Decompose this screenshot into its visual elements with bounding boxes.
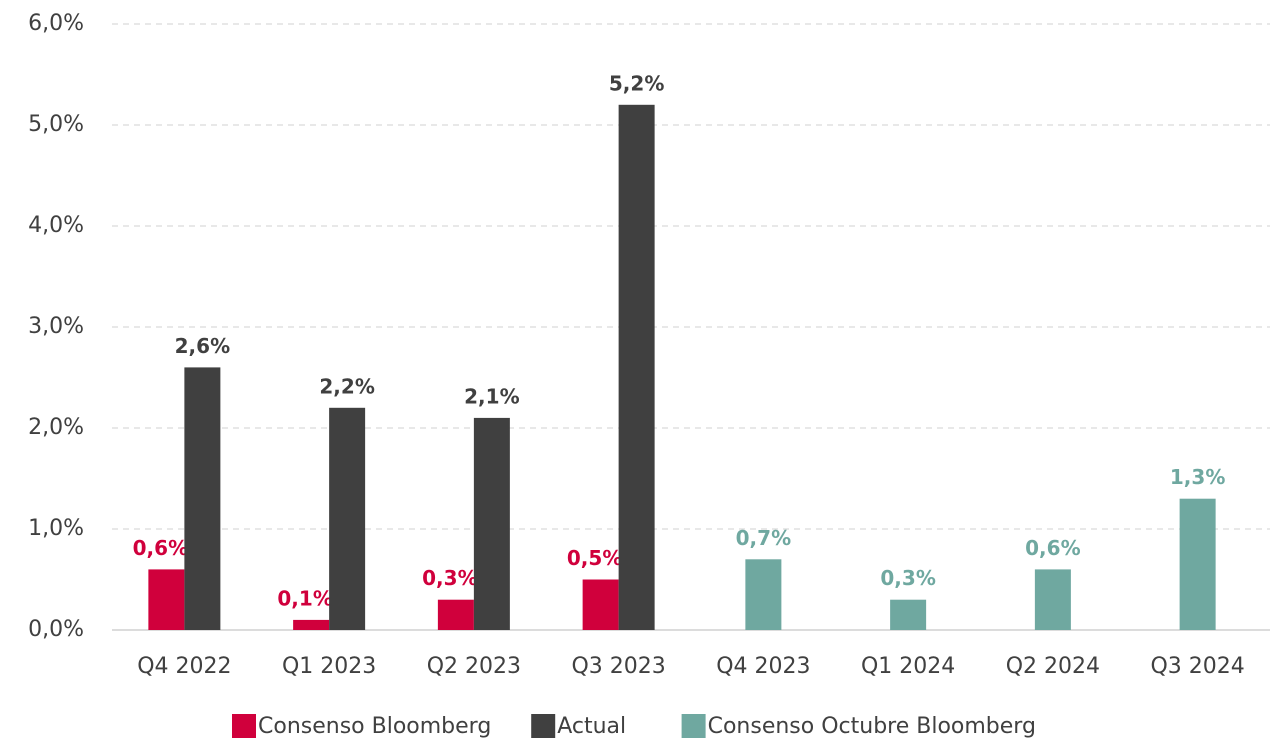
bar bbox=[582, 579, 619, 630]
data-label: 5,2% bbox=[609, 71, 664, 95]
y-tick-label: 4,0% bbox=[28, 213, 84, 238]
data-label: 0,3% bbox=[422, 566, 477, 590]
y-tick-label: 6,0% bbox=[28, 11, 84, 36]
legend-swatch bbox=[681, 714, 706, 738]
data-label: 0,3% bbox=[880, 566, 935, 590]
bar bbox=[148, 569, 185, 630]
data-label: 0,6% bbox=[1025, 536, 1080, 560]
y-tick-label: 5,0% bbox=[28, 112, 84, 137]
x-tick-label: Q3 2024 bbox=[1150, 654, 1244, 679]
legend-swatch bbox=[531, 714, 556, 738]
x-tick-label: Q1 2023 bbox=[282, 654, 376, 679]
x-tick-label: Q1 2024 bbox=[861, 654, 955, 679]
legend-label: Consenso Octubre Bloomberg bbox=[708, 714, 1036, 739]
bar bbox=[1034, 569, 1071, 630]
bar bbox=[437, 599, 474, 630]
bar bbox=[293, 619, 330, 630]
bar bbox=[473, 417, 510, 630]
data-label: 2,2% bbox=[319, 374, 374, 398]
legend-label: Actual bbox=[557, 714, 626, 739]
bar bbox=[890, 599, 927, 630]
bar bbox=[1179, 498, 1216, 630]
x-tick-label: Q2 2024 bbox=[1006, 654, 1100, 679]
bar bbox=[745, 559, 782, 630]
y-tick-label: 1,0% bbox=[28, 516, 84, 541]
x-tick-label: Q2 2023 bbox=[427, 654, 521, 679]
y-tick-label: 0,0% bbox=[28, 617, 84, 642]
data-label: 2,6% bbox=[175, 334, 230, 358]
data-label: 1,3% bbox=[1170, 465, 1225, 489]
data-label: 2,1% bbox=[464, 384, 519, 408]
bar bbox=[329, 407, 366, 630]
data-label: 0,5% bbox=[567, 546, 622, 570]
bar bbox=[618, 104, 655, 631]
y-tick-label: 2,0% bbox=[28, 415, 84, 440]
data-label: 0,7% bbox=[736, 526, 791, 550]
x-tick-label: Q3 2023 bbox=[571, 654, 665, 679]
bar bbox=[184, 367, 221, 630]
data-label: 0,1% bbox=[277, 586, 332, 610]
x-tick-label: Q4 2023 bbox=[716, 654, 810, 679]
legend-swatch bbox=[232, 714, 256, 738]
data-label: 0,6% bbox=[133, 536, 188, 560]
x-tick-label: Q4 2022 bbox=[137, 654, 231, 679]
y-tick-label: 3,0% bbox=[28, 314, 84, 339]
legend-label: Consenso Bloomberg bbox=[258, 714, 491, 739]
